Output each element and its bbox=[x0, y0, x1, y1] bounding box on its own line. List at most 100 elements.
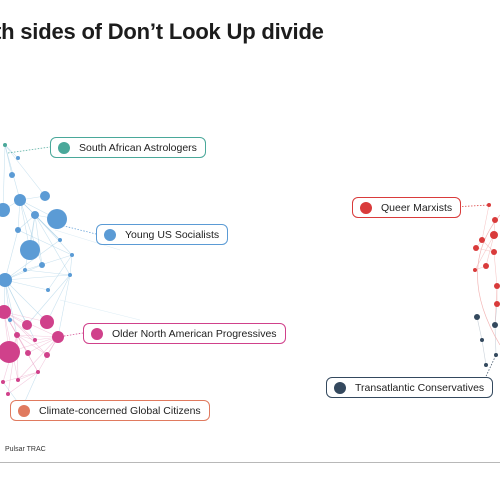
network-node bbox=[25, 350, 31, 356]
network-node bbox=[487, 203, 491, 207]
network-node bbox=[9, 172, 15, 178]
network-node bbox=[8, 318, 12, 322]
network-node bbox=[44, 352, 50, 358]
bottom-divider bbox=[0, 462, 500, 463]
community-dot bbox=[334, 381, 346, 394]
network-edge bbox=[26, 274, 71, 326]
network-edge bbox=[476, 316, 483, 341]
community-dot bbox=[58, 141, 70, 154]
network-node bbox=[14, 194, 26, 206]
network-edge bbox=[475, 247, 495, 253]
leader-line bbox=[7, 146, 51, 154]
chart-title: th sides of Don’t Look Up divide bbox=[0, 19, 324, 44]
network-edge bbox=[57, 274, 71, 338]
network-edge bbox=[17, 371, 39, 381]
community-label-climate-concerned-global-citizens: Climate-concerned Global Citizens bbox=[10, 400, 210, 421]
network-node bbox=[494, 353, 498, 357]
network-node bbox=[492, 217, 498, 223]
network-node bbox=[483, 263, 489, 269]
network-edge bbox=[69, 254, 73, 276]
community-label-south-african-astrologers: South African Astrologers bbox=[50, 137, 206, 158]
network-node bbox=[15, 227, 21, 233]
network-node bbox=[23, 268, 27, 272]
community-dot bbox=[360, 201, 372, 214]
network-node bbox=[68, 273, 72, 277]
network-edge bbox=[493, 251, 498, 287]
network-edge bbox=[494, 303, 498, 326]
network-edge bbox=[16, 334, 48, 356]
network-node bbox=[14, 332, 20, 338]
community-label-older-north-american-progressives: Older North American Progressives bbox=[83, 323, 286, 344]
network-node bbox=[492, 322, 498, 328]
network-node bbox=[0, 203, 10, 217]
network-node bbox=[491, 249, 497, 255]
network-node bbox=[1, 380, 5, 384]
network-edge bbox=[494, 324, 497, 356]
network-node bbox=[16, 156, 20, 160]
network-edge bbox=[4, 144, 46, 197]
network-edges bbox=[2, 144, 500, 409]
network-edge bbox=[34, 214, 73, 256]
network-edge bbox=[2, 144, 6, 211]
network-edge bbox=[4, 279, 48, 323]
network-edge bbox=[34, 214, 43, 266]
network-node bbox=[0, 305, 11, 319]
network-edge bbox=[4, 279, 18, 336]
label-leader-lines bbox=[7, 146, 497, 411]
network-node bbox=[40, 315, 54, 329]
network-edge bbox=[4, 279, 36, 341]
network-edge bbox=[17, 336, 59, 381]
community-label-transatlantic-conservatives: Transatlantic Conservatives bbox=[326, 377, 494, 398]
network-node bbox=[474, 314, 480, 320]
community-dot bbox=[91, 327, 103, 340]
network-edge bbox=[4, 239, 61, 281]
network-edge bbox=[47, 254, 73, 291]
network-node bbox=[0, 273, 12, 287]
network-edge bbox=[485, 234, 495, 267]
community-label-text: Transatlantic Conservatives bbox=[355, 381, 485, 394]
network-edge bbox=[477, 214, 500, 346]
community-label-young-us-socialists: Young US Socialists bbox=[96, 224, 229, 245]
network-node bbox=[58, 238, 62, 242]
community-label-queer-marxists: Queer Marxists bbox=[352, 197, 462, 218]
network-edge bbox=[16, 334, 59, 338]
network-edge bbox=[4, 229, 19, 281]
network-edge bbox=[16, 334, 36, 341]
network-edge bbox=[481, 339, 487, 366]
community-dot bbox=[104, 228, 116, 241]
network-node bbox=[47, 209, 67, 229]
network-node bbox=[22, 320, 32, 330]
source-note: Pulsar TRAC bbox=[5, 446, 46, 453]
network-node bbox=[3, 143, 7, 147]
network-node bbox=[0, 341, 20, 363]
network-node bbox=[36, 370, 40, 374]
network-edge bbox=[59, 299, 141, 321]
network-node bbox=[473, 268, 477, 272]
network-node bbox=[46, 288, 50, 292]
network-node bbox=[494, 283, 500, 289]
network-edge bbox=[4, 274, 71, 281]
network-edge bbox=[7, 371, 39, 395]
network-node bbox=[40, 191, 50, 201]
community-label-text: Climate-concerned Global Citizens bbox=[39, 404, 201, 417]
community-label-text: Queer Marxists bbox=[381, 201, 453, 214]
network-edge bbox=[34, 214, 71, 276]
network-edge bbox=[54, 229, 121, 251]
network-node bbox=[52, 331, 64, 343]
network-edge bbox=[24, 254, 73, 271]
community-label-text: South African Astrologers bbox=[79, 141, 197, 154]
network-edge bbox=[4, 144, 19, 159]
network-edge bbox=[481, 204, 490, 241]
network-node bbox=[70, 253, 74, 257]
network-node bbox=[494, 301, 500, 307]
network-node bbox=[31, 211, 39, 219]
network-node bbox=[20, 240, 40, 260]
network-node bbox=[473, 245, 479, 251]
community-label-text: Older North American Progressives bbox=[112, 327, 277, 340]
network-edge bbox=[3, 311, 48, 323]
network-edge bbox=[2, 371, 39, 383]
community-label-text: Young US Socialists bbox=[125, 228, 220, 241]
network-node bbox=[16, 378, 20, 382]
network-nodes bbox=[0, 143, 500, 410]
leader-line bbox=[59, 224, 97, 235]
